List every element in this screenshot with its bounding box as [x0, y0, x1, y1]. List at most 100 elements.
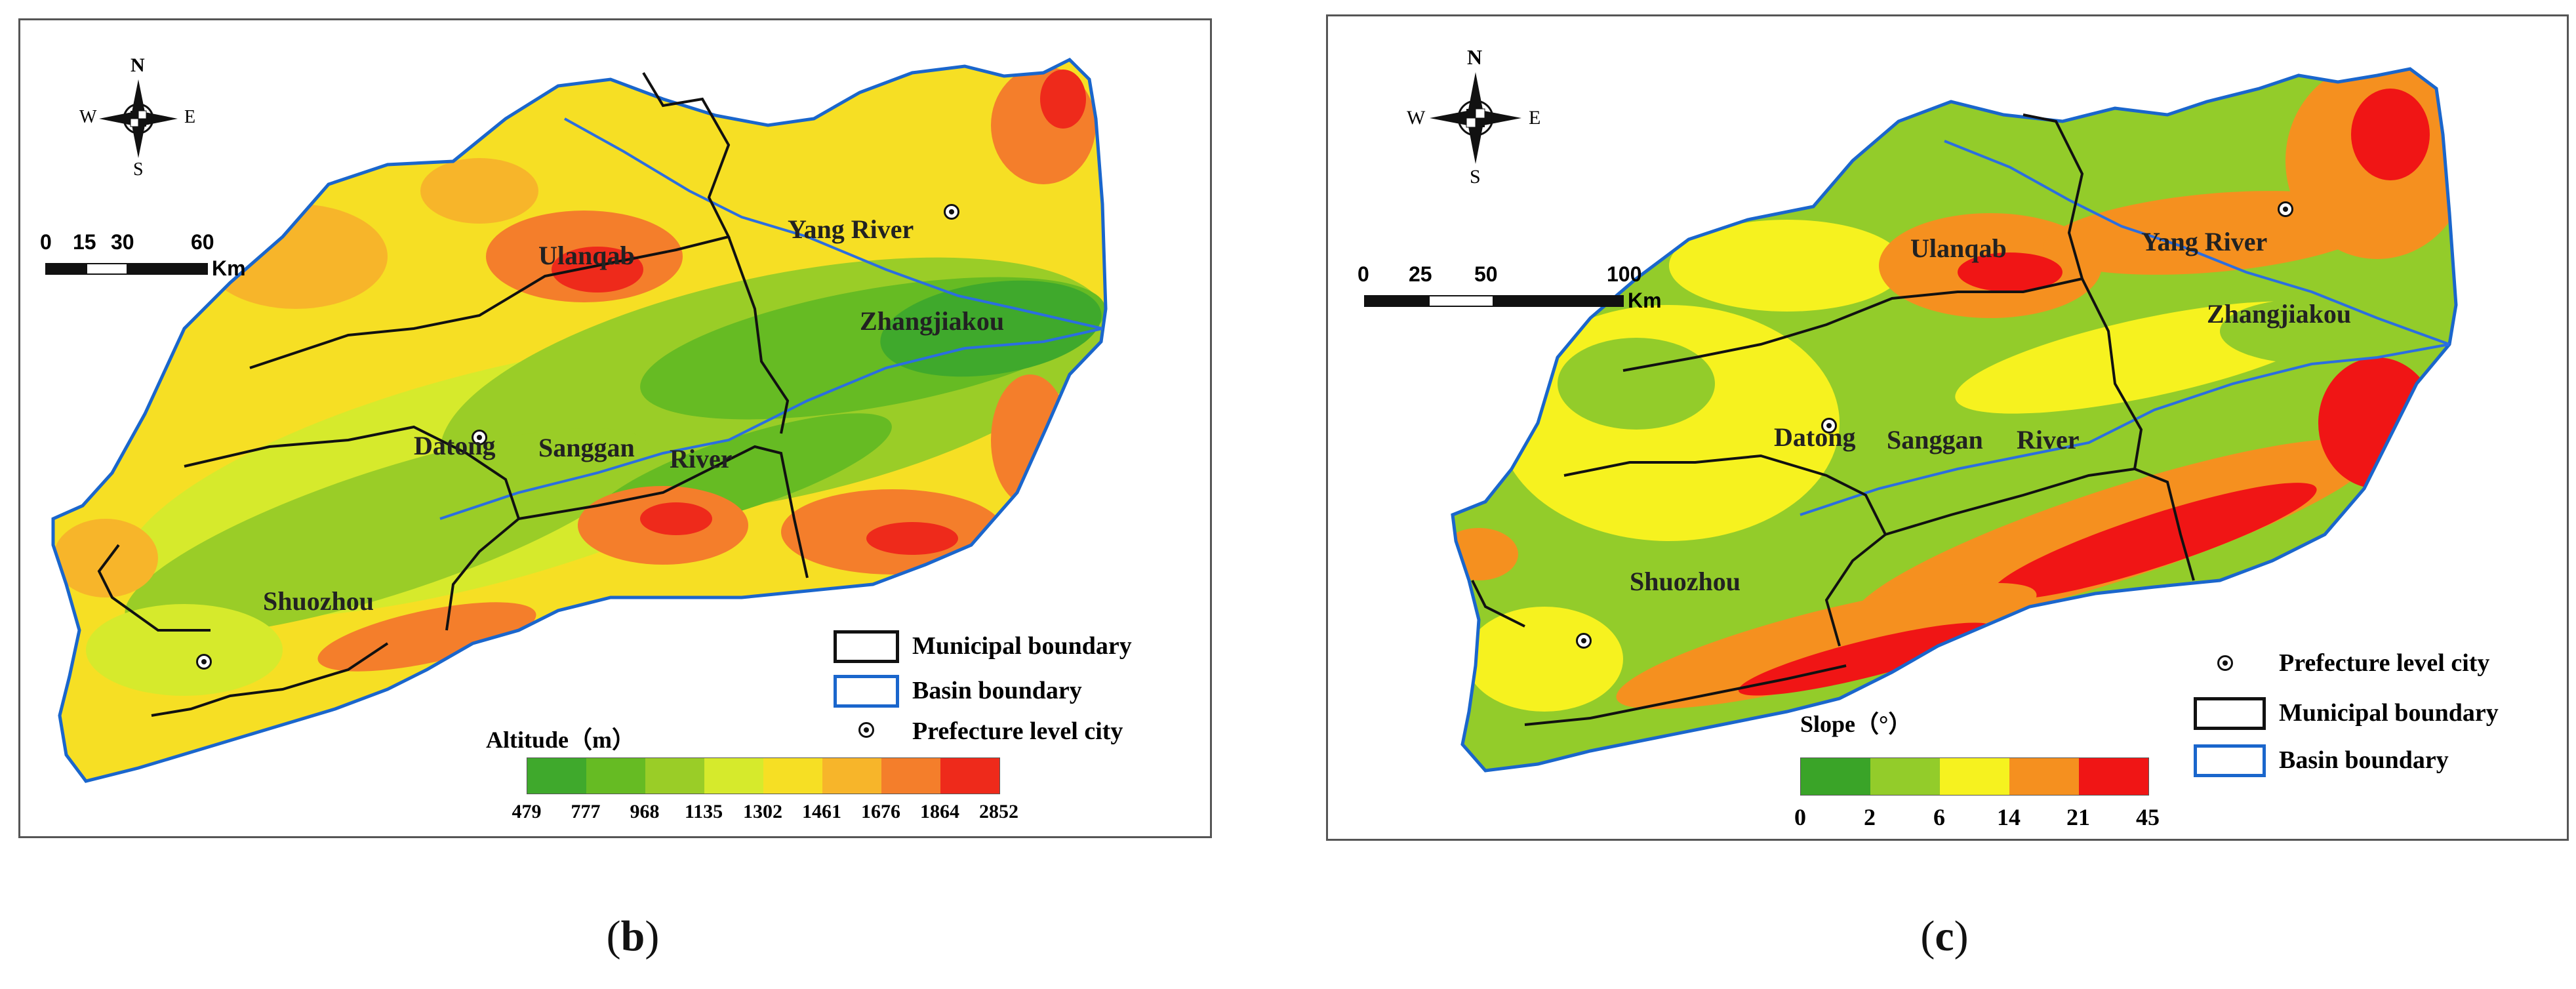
compass-rose-icon — [99, 79, 178, 158]
city-marker-shuozhou — [196, 654, 212, 670]
altitude-colorbar-swatch-3 — [704, 758, 763, 794]
caption-c: (c) — [1846, 912, 2043, 961]
scale-tick-0: 0 — [1358, 262, 1369, 286]
slope-colorbar-tick-0: 0 — [1794, 804, 1806, 830]
city-marker-zhangjiakou — [944, 204, 959, 220]
slope-colorbar-swatch-2 — [1940, 758, 2009, 795]
map-legend: Municipal boundary Basin boundary Prefec… — [834, 630, 1201, 775]
scale-tick-2: 50 — [1474, 262, 1498, 286]
altitude-colorbar-tick-4: 1302 — [743, 801, 782, 822]
scale-tick-1: 25 — [1409, 262, 1432, 286]
altitude-colorbar-swatch-0 — [527, 758, 586, 794]
altitude-colorbar-tick-0: 479 — [512, 801, 542, 822]
altitude-colorbar-tick-6: 1676 — [861, 801, 900, 822]
yang-river-line — [564, 117, 1103, 330]
map-legend: Prefecture level city Municipal boundary… — [2194, 646, 2561, 797]
compass-e: E — [184, 107, 196, 127]
municipal-boundaries — [1471, 113, 2195, 726]
altitude-colorbar-tick-8: 2852 — [979, 801, 1018, 822]
slope-colorbar-tick-1: 2 — [1864, 804, 1876, 830]
label-ulanqab: Ulanqab — [1910, 233, 2007, 263]
compass-rose-icon — [1430, 72, 1521, 164]
scale-unit: Km — [212, 256, 246, 280]
yang-river-line — [1944, 140, 2450, 346]
label-zhangjiakou: Zhangjiakou — [2207, 299, 2352, 329]
compass-w: W — [79, 107, 97, 127]
colorbar-title: Slope（°） — [1800, 711, 1912, 737]
slope-colorbar-tick-4: 21 — [2066, 804, 2090, 830]
label-datong: Datong — [414, 431, 496, 460]
altitude-colorbar-tick-1: 777 — [571, 801, 601, 822]
label-zhangjiakou: Zhangjiakou — [860, 306, 1005, 336]
altitude-colorbar-tick-5: 1461 — [802, 801, 841, 822]
slope-colorbar-tick-2: 6 — [1933, 804, 1945, 830]
compass-s: S — [133, 159, 144, 180]
label-ulanqab: Ulanqab — [538, 241, 635, 270]
caption-c-open: ( — [1920, 912, 1935, 960]
slope-colorbar-swatch-3 — [2009, 758, 2079, 795]
sanggan-river-line — [439, 327, 1103, 520]
altitude-colorbar-tick-3: 1135 — [684, 801, 723, 822]
slope-colorbar: Slope（°） 0 2 6 14 21 45 — [1794, 705, 2194, 836]
scale-unit: Km — [1628, 289, 1662, 312]
legend-city-icon — [2217, 655, 2233, 671]
label-sanggan: Sanggan — [1887, 425, 1983, 454]
legend-city-icon — [858, 722, 874, 738]
legend-city-label: Prefecture level city — [912, 717, 1123, 745]
label-datong: Datong — [1774, 422, 1856, 452]
compass-n: N — [1467, 45, 1483, 69]
altitude-colorbar-swatch-7 — [940, 758, 999, 794]
slope-map-panel: N S W E 0 25 50 100 Km Ulanqab Yang Rive… — [1326, 14, 2569, 841]
sanggan-river-line — [1800, 343, 2450, 516]
legend-basin-swatch — [834, 675, 899, 708]
label-yang-river: Yang River — [788, 214, 914, 244]
legend-municipal-label: Municipal boundary — [912, 632, 1132, 660]
basin-boundary — [51, 57, 1108, 783]
caption-b-close: ) — [645, 912, 660, 960]
scale-tick-0: 0 — [40, 230, 52, 254]
colorbar-title: Altitude（m） — [486, 727, 635, 753]
city-marker-zhangjiakou — [2278, 201, 2293, 217]
legend-basin-swatch — [2194, 744, 2266, 777]
altitude-colorbar-swatch-5 — [822, 758, 881, 794]
altitude-colorbar-tick-7: 1864 — [920, 801, 959, 822]
label-river: River — [2017, 425, 2080, 454]
legend-basin-label: Basin boundary — [912, 677, 1082, 704]
scale-tick-2: 30 — [111, 230, 134, 254]
altitude-colorbar-swatch-6 — [881, 758, 940, 794]
compass-w: W — [1407, 107, 1426, 129]
label-river: River — [670, 444, 733, 474]
altitude-colorbar-tick-2: 968 — [630, 801, 660, 822]
slope-colorbar-swatch-4 — [2079, 758, 2148, 795]
rivers — [1800, 140, 2450, 516]
label-sanggan: Sanggan — [538, 433, 635, 462]
city-marker-datong — [472, 430, 487, 445]
altitude-map-panel: N S W E 0 15 30 60 Km Ulanqab Yang River… — [18, 18, 1212, 838]
altitude-colorbar-swatch-1 — [586, 758, 645, 794]
caption-c-letter: c — [1935, 912, 1954, 960]
basin-boundary — [1451, 67, 2458, 773]
scale-bar: 0 15 30 60 Km — [40, 230, 276, 283]
compass-e: E — [1529, 107, 1541, 129]
slope-colorbar-tick-3: 14 — [1997, 804, 2021, 830]
north-arrow: N S W E — [1407, 45, 1544, 188]
scale-bar: 0 25 50 100 Km — [1358, 262, 1725, 321]
caption-b-letter: b — [620, 912, 645, 960]
caption-b-open: ( — [606, 912, 621, 960]
legend-municipal-swatch — [834, 630, 899, 663]
scale-tick-3: 60 — [191, 230, 214, 254]
slope-colorbar-swatch-0 — [1801, 758, 1870, 795]
slope-map — [1451, 67, 2458, 773]
scale-tick-3: 100 — [1607, 262, 1642, 286]
label-yang-river: Yang River — [2141, 227, 2268, 256]
municipal-boundaries — [97, 71, 809, 717]
legend-municipal-swatch — [2194, 697, 2266, 730]
rivers — [439, 117, 1103, 520]
label-shuozhou: Shuozhou — [263, 586, 374, 616]
scale-tick-1: 15 — [73, 230, 96, 254]
legend-basin-label: Basin boundary — [2279, 746, 2449, 774]
altitude-raster — [53, 60, 1106, 781]
altitude-colorbar-swatch-2 — [645, 758, 704, 794]
label-shuozhou: Shuozhou — [1630, 567, 1741, 596]
altitude-colorbar-swatch-4 — [763, 758, 822, 794]
